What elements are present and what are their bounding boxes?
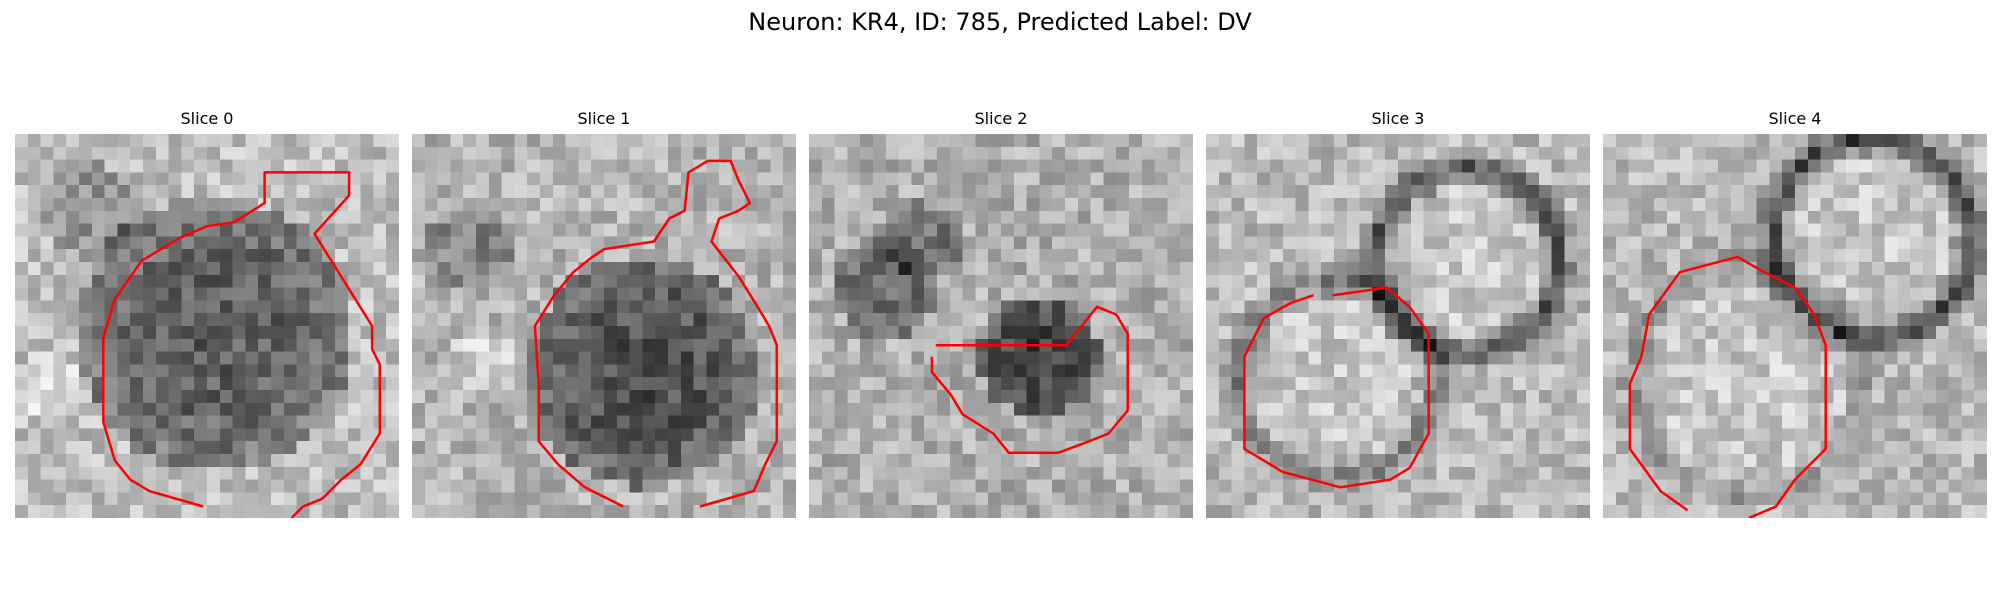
micrograph-texture [15, 134, 399, 518]
slice-title-2: Slice 2 [974, 109, 1028, 128]
figure-title: Neuron: KR4, ID: 785, Predicted Label: D… [748, 8, 1252, 36]
micrograph-texture [412, 134, 796, 518]
segmentation-contour [1243, 286, 1430, 489]
slice-panel-0: Slice 0 [15, 108, 399, 518]
slice-title-0: Slice 0 [180, 109, 234, 128]
segmentation-contour [1628, 255, 1827, 518]
slice-title-3: Slice 3 [1371, 109, 1425, 128]
slice-image-2 [809, 134, 1193, 518]
slice-image-1 [412, 134, 796, 518]
slice-title-4: Slice 4 [1768, 109, 1822, 128]
contour-line [1736, 255, 1827, 518]
slice-image-3 [1206, 134, 1590, 518]
contour-line [1243, 286, 1430, 489]
contour-line [102, 171, 382, 518]
segmentation-contour [102, 171, 382, 518]
slice-image-0 [15, 134, 399, 518]
micrograph-texture [809, 134, 1193, 518]
contour-line [1628, 255, 1738, 512]
slice-title-1: Slice 1 [577, 109, 631, 128]
segmentation-contour [930, 305, 1129, 454]
slice-image-4 [1603, 134, 1987, 518]
contour-line [533, 159, 779, 508]
segmentation-contour [533, 159, 779, 508]
micrograph-texture [1603, 134, 1987, 518]
slice-panel-2: Slice 2 [809, 108, 1193, 518]
slice-panel-1: Slice 1 [412, 108, 796, 518]
slice-panel-4: Slice 4 [1603, 108, 1987, 518]
contour-line [930, 305, 1129, 454]
slice-panel-3: Slice 3 [1206, 108, 1590, 518]
micrograph-texture [1206, 134, 1590, 518]
